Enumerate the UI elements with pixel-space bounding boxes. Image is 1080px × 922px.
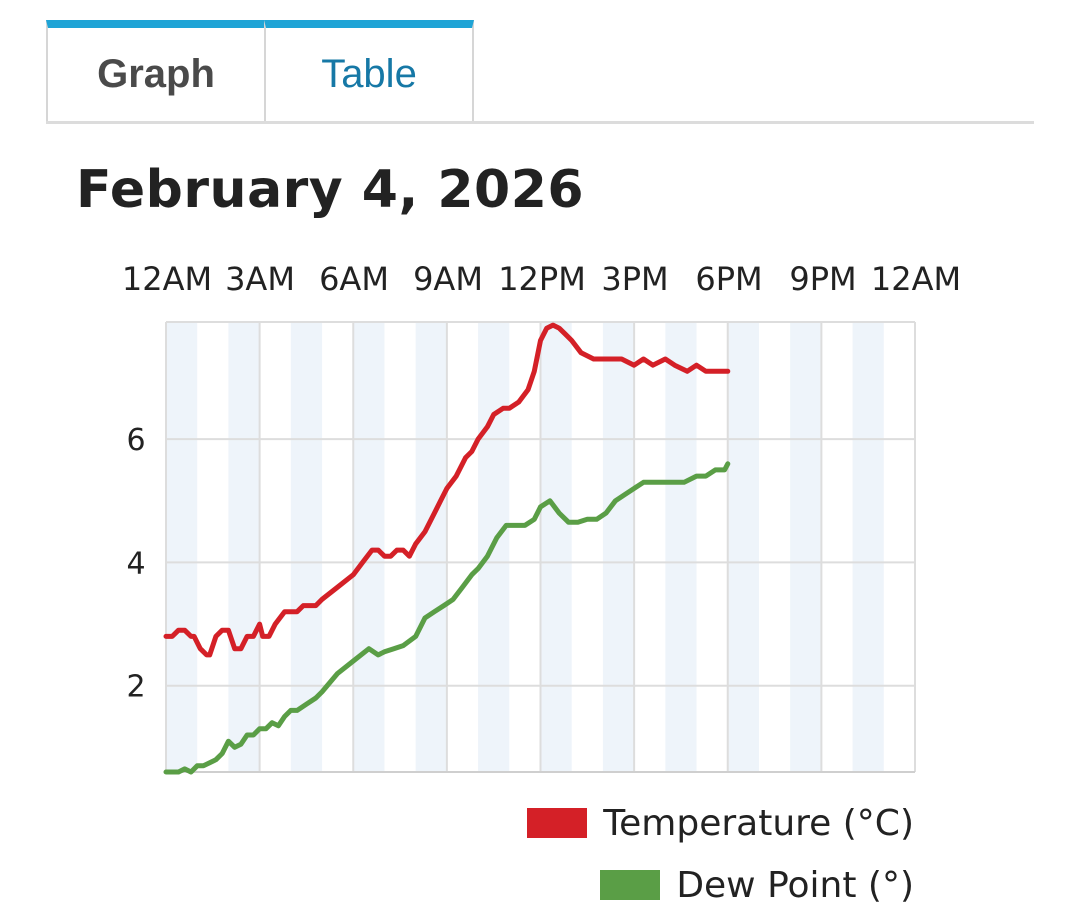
x-tick-label: 12AM: [871, 260, 961, 298]
y-tick-label: 6: [126, 423, 145, 458]
night-bands: [166, 322, 884, 772]
hour-band: [166, 322, 198, 772]
x-tick-label: 6AM: [319, 260, 389, 298]
chart-series: [163, 322, 731, 775]
x-tick-label: 12AM: [122, 260, 212, 298]
weather-line-chart: 12AM 3AM 6AM 9AM 12PM 3PM 6PM 9PM 12AM 2 4 6: [122, 260, 961, 775]
hour-band: [602, 322, 635, 772]
tab-table[interactable]: Table: [264, 20, 474, 121]
legend-item-temperature[interactable]: Temperature (°C): [527, 798, 914, 848]
y-tick-label: 4: [126, 546, 145, 581]
hour-band: [852, 322, 884, 772]
legend-label-dew-point: Dew Point (°): [676, 864, 914, 906]
hour-band: [353, 322, 385, 772]
y-axis-ticks: 2 4 6: [126, 423, 145, 705]
hour-band: [727, 322, 759, 772]
x-axis-ticks: 12AM 3AM 6AM 9AM 12PM 3PM 6PM 9PM 12AM: [122, 260, 961, 298]
x-tick-label: 9AM: [413, 260, 483, 298]
tab-graph[interactable]: Graph: [46, 20, 266, 121]
legend-item-dew-point[interactable]: Dew Point (°): [527, 860, 914, 910]
hour-band: [415, 322, 447, 772]
x-tick-label: 12PM: [498, 260, 586, 298]
tabs-divider: [46, 121, 1034, 124]
temperature-swatch: [527, 808, 588, 838]
legend-label-temperature: Temperature (°C): [603, 802, 914, 844]
hour-band: [228, 322, 260, 772]
dew-point-line: [163, 461, 731, 775]
x-tick-label: 3AM: [225, 260, 295, 298]
dew-point-swatch: [600, 870, 661, 900]
chart-legend: Temperature (°C) Dew Point (°): [527, 798, 914, 922]
hour-band: [665, 322, 697, 772]
temperature-line: [163, 322, 731, 658]
x-tick-label: 3PM: [601, 260, 668, 298]
page-title: February 4, 2026: [76, 160, 585, 220]
x-tick-label: 6PM: [695, 260, 762, 298]
view-tabs: Graph Table: [46, 20, 1034, 124]
y-tick-label: 2: [126, 670, 145, 705]
chart-grid: [165, 321, 916, 773]
hour-band: [540, 322, 572, 772]
hour-band: [790, 322, 822, 772]
x-tick-label: 9PM: [789, 260, 856, 298]
